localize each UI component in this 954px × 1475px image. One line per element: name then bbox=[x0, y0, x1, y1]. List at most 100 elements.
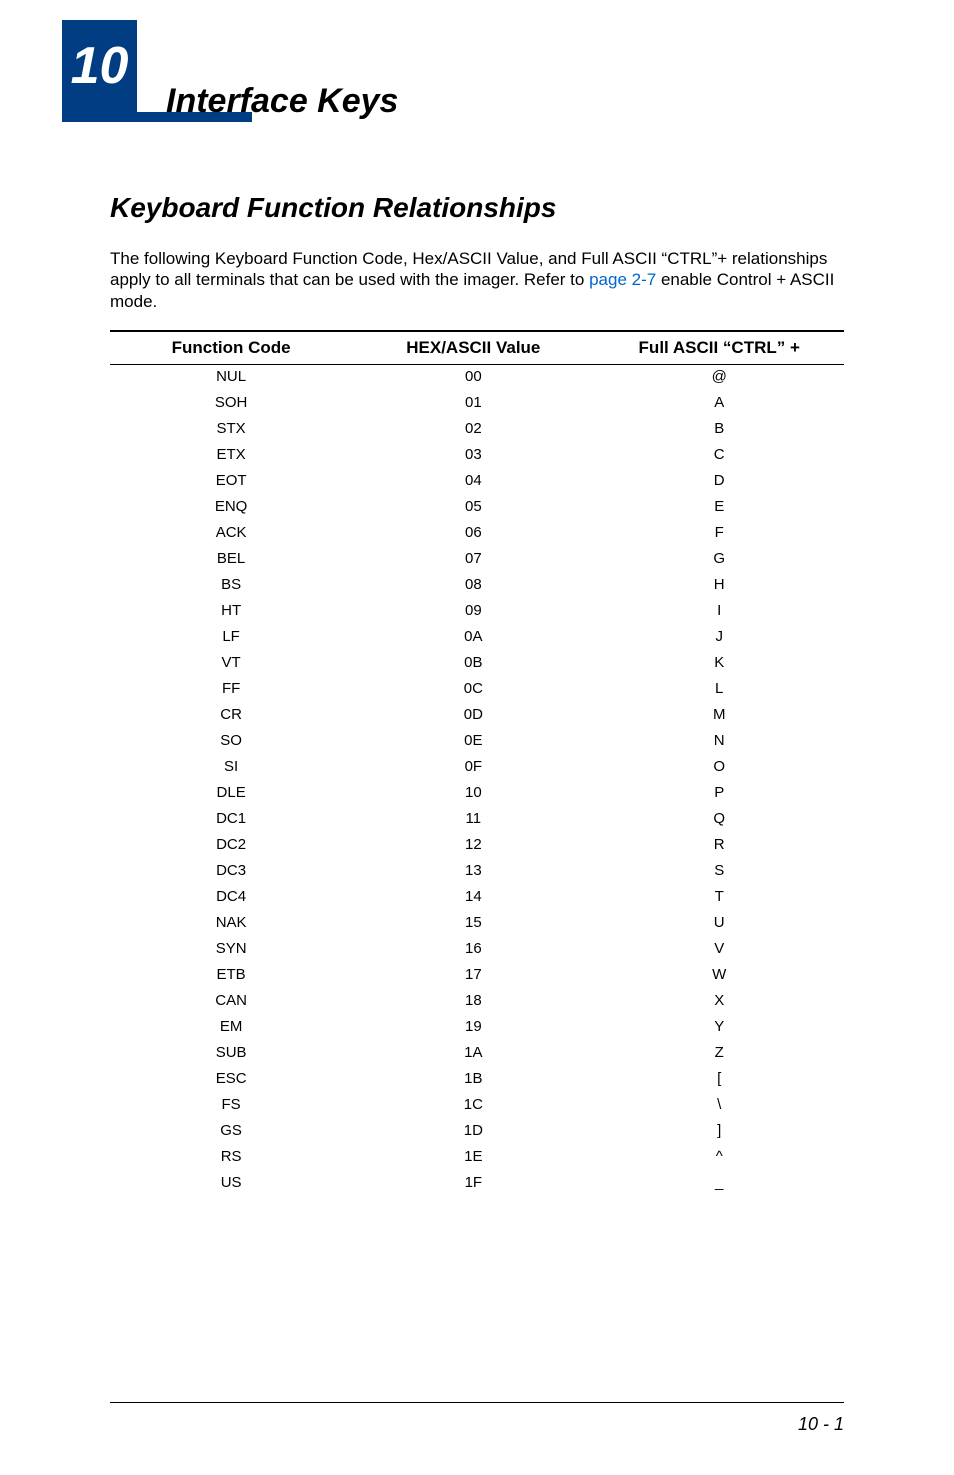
table-cell: 04 bbox=[352, 467, 594, 493]
table-cell: 1B bbox=[352, 1065, 594, 1091]
col-header-function-code: Function Code bbox=[110, 331, 352, 365]
table-row: STX02B bbox=[110, 415, 844, 441]
table-cell: ETX bbox=[110, 441, 352, 467]
table-row: SI0FO bbox=[110, 753, 844, 779]
table-row: CAN18X bbox=[110, 987, 844, 1013]
table-cell: SOH bbox=[110, 389, 352, 415]
table-cell: 1E bbox=[352, 1143, 594, 1169]
table-row: CR0DM bbox=[110, 701, 844, 727]
table-row: GS1D] bbox=[110, 1117, 844, 1143]
table-cell: BEL bbox=[110, 545, 352, 571]
table-cell: 05 bbox=[352, 493, 594, 519]
table-cell: @ bbox=[594, 364, 844, 389]
table-cell: FS bbox=[110, 1091, 352, 1117]
table-row: ETB17W bbox=[110, 961, 844, 987]
table-cell: 0B bbox=[352, 649, 594, 675]
table-cell: 07 bbox=[352, 545, 594, 571]
table-row: DC212R bbox=[110, 831, 844, 857]
table-cell: ETB bbox=[110, 961, 352, 987]
table-row: BEL07G bbox=[110, 545, 844, 571]
table-cell: X bbox=[594, 987, 844, 1013]
table-cell: 03 bbox=[352, 441, 594, 467]
table-cell: DC4 bbox=[110, 883, 352, 909]
table-cell: L bbox=[594, 675, 844, 701]
table-cell: VT bbox=[110, 649, 352, 675]
table-cell: Y bbox=[594, 1013, 844, 1039]
table-row: FS1C\ bbox=[110, 1091, 844, 1117]
table-row: LF0AJ bbox=[110, 623, 844, 649]
chapter-number: 10 bbox=[71, 36, 129, 96]
table-row: NAK15U bbox=[110, 909, 844, 935]
section-title: Keyboard Function Relationships bbox=[110, 192, 844, 224]
table-cell: 11 bbox=[352, 805, 594, 831]
table-cell: V bbox=[594, 935, 844, 961]
table-cell: I bbox=[594, 597, 844, 623]
table-header-row: Function Code HEX/ASCII Value Full ASCII… bbox=[110, 331, 844, 365]
table-cell: ACK bbox=[110, 519, 352, 545]
table-cell: O bbox=[594, 753, 844, 779]
table-row: NUL00@ bbox=[110, 364, 844, 389]
table-cell: [ bbox=[594, 1065, 844, 1091]
table-cell: M bbox=[594, 701, 844, 727]
page-number: 10 - 1 bbox=[798, 1414, 844, 1435]
table-cell: CR bbox=[110, 701, 352, 727]
table-row: ETX03C bbox=[110, 441, 844, 467]
table-cell: 18 bbox=[352, 987, 594, 1013]
col-header-full-ascii: Full ASCII “CTRL” + bbox=[594, 331, 844, 365]
table-row: US1F_ bbox=[110, 1169, 844, 1195]
page-ref-link[interactable]: page 2-7 bbox=[589, 270, 656, 289]
table-row: EOT04D bbox=[110, 467, 844, 493]
table-cell: SI bbox=[110, 753, 352, 779]
table-cell: EM bbox=[110, 1013, 352, 1039]
table-cell: 02 bbox=[352, 415, 594, 441]
table-cell: G bbox=[594, 545, 844, 571]
table-cell: 1A bbox=[352, 1039, 594, 1065]
table-cell: F bbox=[594, 519, 844, 545]
table-row: VT0BK bbox=[110, 649, 844, 675]
footer-rule bbox=[110, 1402, 844, 1403]
table-row: EM19Y bbox=[110, 1013, 844, 1039]
table-row: HT09I bbox=[110, 597, 844, 623]
table-cell: 0A bbox=[352, 623, 594, 649]
table-row: SOH01A bbox=[110, 389, 844, 415]
table-cell: C bbox=[594, 441, 844, 467]
table-cell: NUL bbox=[110, 364, 352, 389]
table-cell: K bbox=[594, 649, 844, 675]
table-cell: 1F bbox=[352, 1169, 594, 1195]
table-row: ESC1B[ bbox=[110, 1065, 844, 1091]
table-cell: 12 bbox=[352, 831, 594, 857]
table-cell: 0C bbox=[352, 675, 594, 701]
table-cell: A bbox=[594, 389, 844, 415]
table-cell: 17 bbox=[352, 961, 594, 987]
table-row: DC414T bbox=[110, 883, 844, 909]
table-cell: 19 bbox=[352, 1013, 594, 1039]
table-cell: ^ bbox=[594, 1143, 844, 1169]
table-cell: W bbox=[594, 961, 844, 987]
table-cell: _ bbox=[594, 1169, 844, 1195]
table-cell: 10 bbox=[352, 779, 594, 805]
table-row: ENQ05E bbox=[110, 493, 844, 519]
col-header-hex-ascii: HEX/ASCII Value bbox=[352, 331, 594, 365]
intro-paragraph: The following Keyboard Function Code, He… bbox=[110, 248, 844, 312]
table-cell: 1D bbox=[352, 1117, 594, 1143]
table-row: SYN16V bbox=[110, 935, 844, 961]
table-cell: LF bbox=[110, 623, 352, 649]
chapter-title: Interface Keys bbox=[166, 82, 398, 121]
table-row: RS1E^ bbox=[110, 1143, 844, 1169]
table-cell: ENQ bbox=[110, 493, 352, 519]
table-cell: STX bbox=[110, 415, 352, 441]
table-cell: ] bbox=[594, 1117, 844, 1143]
table-row: FF0CL bbox=[110, 675, 844, 701]
table-cell: NAK bbox=[110, 909, 352, 935]
table-cell: BS bbox=[110, 571, 352, 597]
table-cell: FF bbox=[110, 675, 352, 701]
table-row: DLE10P bbox=[110, 779, 844, 805]
table-cell: 1C bbox=[352, 1091, 594, 1117]
table-row: BS08H bbox=[110, 571, 844, 597]
table-cell: H bbox=[594, 571, 844, 597]
table-cell: SO bbox=[110, 727, 352, 753]
table-cell: Q bbox=[594, 805, 844, 831]
table-cell: 01 bbox=[352, 389, 594, 415]
table-cell: 06 bbox=[352, 519, 594, 545]
table-cell: 14 bbox=[352, 883, 594, 909]
